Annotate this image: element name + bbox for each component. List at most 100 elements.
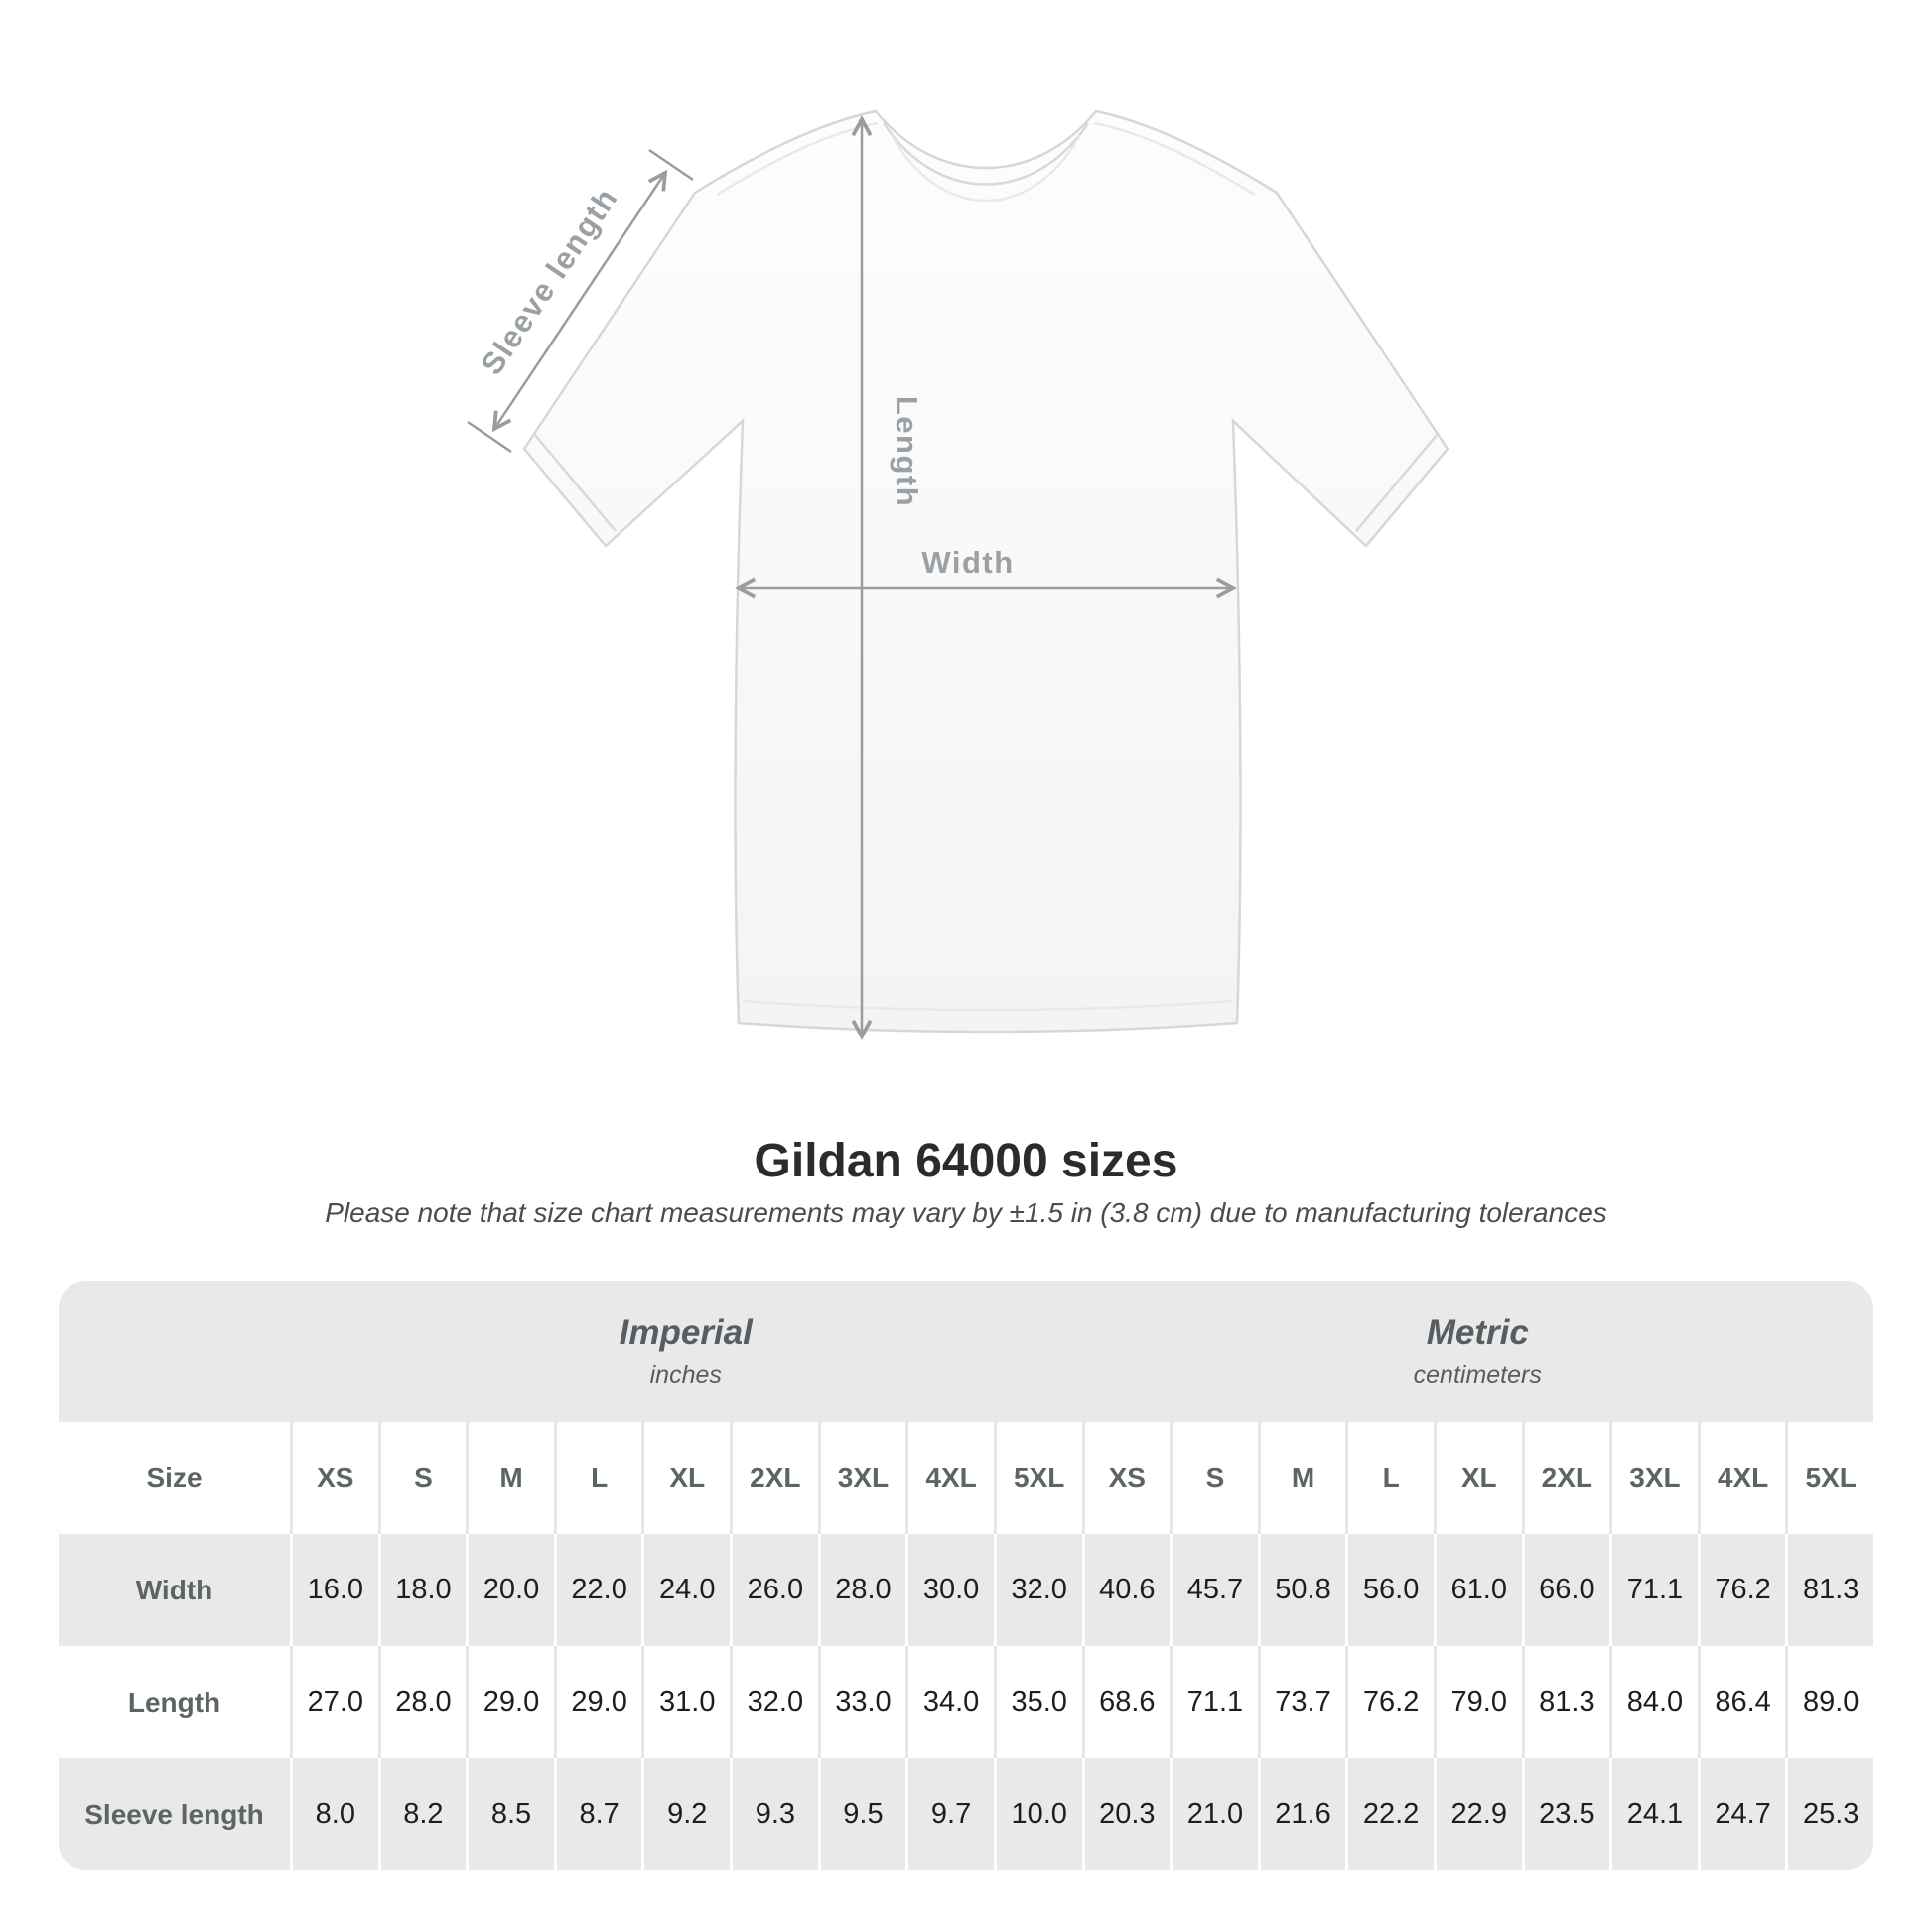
value-cell: 20.3 [1081,1758,1171,1870]
value-cell: 9.7 [905,1758,994,1870]
value-cell: 26.0 [730,1534,818,1646]
metric-group-header: Metric centimeters [1082,1281,1874,1422]
size-table: Imperial inches Metric centimeters Size … [59,1281,1873,1870]
page-title: Gildan 64000 sizes [754,1135,1178,1187]
value-cell: 9.3 [730,1758,818,1870]
size-col-imperial-3xl: 3XL [817,1422,906,1534]
value-cell: 28.0 [377,1646,467,1758]
value-cell: 8.5 [466,1758,554,1870]
tshirt-size-diagram: Sleeve length Length Width [467,109,1449,1112]
width-label: Width [921,545,1014,580]
size-header-cell: Size [146,1461,203,1493]
value-cell: 56.0 [1345,1534,1434,1646]
value-cell: 33.0 [817,1646,906,1758]
size-col-imperial-5xl: 5XL [993,1422,1082,1534]
hem-seam [742,999,1232,1012]
value-cell: 71.1 [1609,1534,1698,1646]
size-col-imperial-xl: XL [641,1422,730,1534]
value-cell: 25.3 [1785,1758,1873,1870]
value-cell: 27.0 [290,1646,378,1758]
value-cell: 71.1 [1170,1646,1258,1758]
tolerance-note: Please note that size chart measurements… [325,1197,1607,1228]
table-row-sleeve-length: Sleeve length 8.0 8.2 8.5 8.7 9.2 9.3 9.… [59,1758,1873,1870]
size-col-metric-3xl: 3XL [1609,1422,1698,1534]
value-cell: 81.3 [1521,1646,1610,1758]
size-col-metric-xs: XS [1081,1422,1171,1534]
imperial-group-unit: inches [649,1360,722,1389]
size-col-imperial-m: M [466,1422,554,1534]
value-cell: 29.0 [553,1646,642,1758]
metric-group-unit: centimeters [1413,1360,1542,1389]
value-cell: 32.0 [993,1534,1082,1646]
collar-stitch [890,134,1082,203]
value-cell: 18.0 [377,1534,467,1646]
imperial-group-header: Imperial inches [290,1281,1082,1422]
size-col-imperial-xs: XS [290,1422,378,1534]
value-cell: 89.0 [1785,1646,1873,1758]
size-col-imperial-2xl: 2XL [730,1422,818,1534]
value-cell: 24.7 [1697,1758,1786,1870]
size-col-metric-l: L [1345,1422,1434,1534]
metric-group-name: Metric [1426,1312,1529,1352]
value-cell: 66.0 [1521,1534,1610,1646]
value-cell: 76.2 [1345,1646,1434,1758]
size-col-metric-xl: XL [1433,1422,1522,1534]
value-cell: 16.0 [290,1534,378,1646]
table-row-width: Width 16.0 18.0 20.0 22.0 24.0 26.0 28.0… [59,1534,1873,1646]
value-cell: 29.0 [466,1646,554,1758]
imperial-group-name: Imperial [619,1312,753,1352]
size-col-metric-2xl: 2XL [1521,1422,1610,1534]
length-label: Length [890,396,924,507]
value-cell: 40.6 [1081,1534,1171,1646]
value-cell: 9.5 [817,1758,906,1870]
tshirt-image [522,109,1449,1034]
size-col-imperial-4xl: 4XL [905,1422,994,1534]
unit-group-spacer [59,1281,290,1422]
sleeve-length-arrow [467,148,694,454]
value-cell: 31.0 [641,1646,730,1758]
value-cell: 8.7 [553,1758,642,1870]
unit-group-header-row: Imperial inches Metric centimeters [59,1281,1873,1422]
value-cell: 21.6 [1257,1758,1346,1870]
value-cell: 35.0 [993,1646,1082,1758]
size-header-row: Size XS S M L XL 2XL 3XL 4XL 5XL XS S M … [59,1422,1873,1534]
cuff-seam-left [533,433,617,532]
value-cell: 24.1 [1609,1758,1698,1870]
value-cell: 22.2 [1345,1758,1434,1870]
collar-seam [882,122,1090,186]
value-cell: 45.7 [1170,1534,1258,1646]
size-col-imperial-l: L [553,1422,642,1534]
value-cell: 30.0 [905,1534,994,1646]
value-cell: 86.4 [1697,1646,1786,1758]
value-cell: 32.0 [730,1646,818,1758]
row-label: Width [135,1574,213,1605]
size-col-metric-4xl: 4XL [1697,1422,1786,1534]
cuff-seam-right [1355,433,1439,532]
value-cell: 79.0 [1433,1646,1522,1758]
value-cell: 9.2 [641,1758,730,1870]
size-col-metric-m: M [1257,1422,1346,1534]
value-cell: 68.6 [1081,1646,1171,1758]
value-cell: 8.0 [290,1758,378,1870]
value-cell: 8.2 [377,1758,467,1870]
value-cell: 50.8 [1257,1534,1346,1646]
size-col-imperial-s: S [377,1422,467,1534]
size-col-metric-5xl: 5XL [1785,1422,1873,1534]
value-cell: 28.0 [817,1534,906,1646]
value-cell: 34.0 [905,1646,994,1758]
value-cell: 10.0 [993,1758,1082,1870]
value-cell: 81.3 [1785,1534,1873,1646]
size-col-metric-s: S [1170,1422,1258,1534]
value-cell: 61.0 [1433,1534,1522,1646]
table-row-length: Length 27.0 28.0 29.0 29.0 31.0 32.0 33.… [59,1646,1873,1758]
shoulder-seam-right [1093,121,1256,197]
value-cell: 76.2 [1697,1534,1786,1646]
value-cell: 23.5 [1521,1758,1610,1870]
value-cell: 21.0 [1170,1758,1258,1870]
value-cell: 20.0 [466,1534,554,1646]
value-cell: 22.0 [553,1534,642,1646]
row-label: Length [127,1686,221,1718]
value-cell: 22.9 [1433,1758,1522,1870]
row-label: Sleeve length [84,1798,264,1830]
